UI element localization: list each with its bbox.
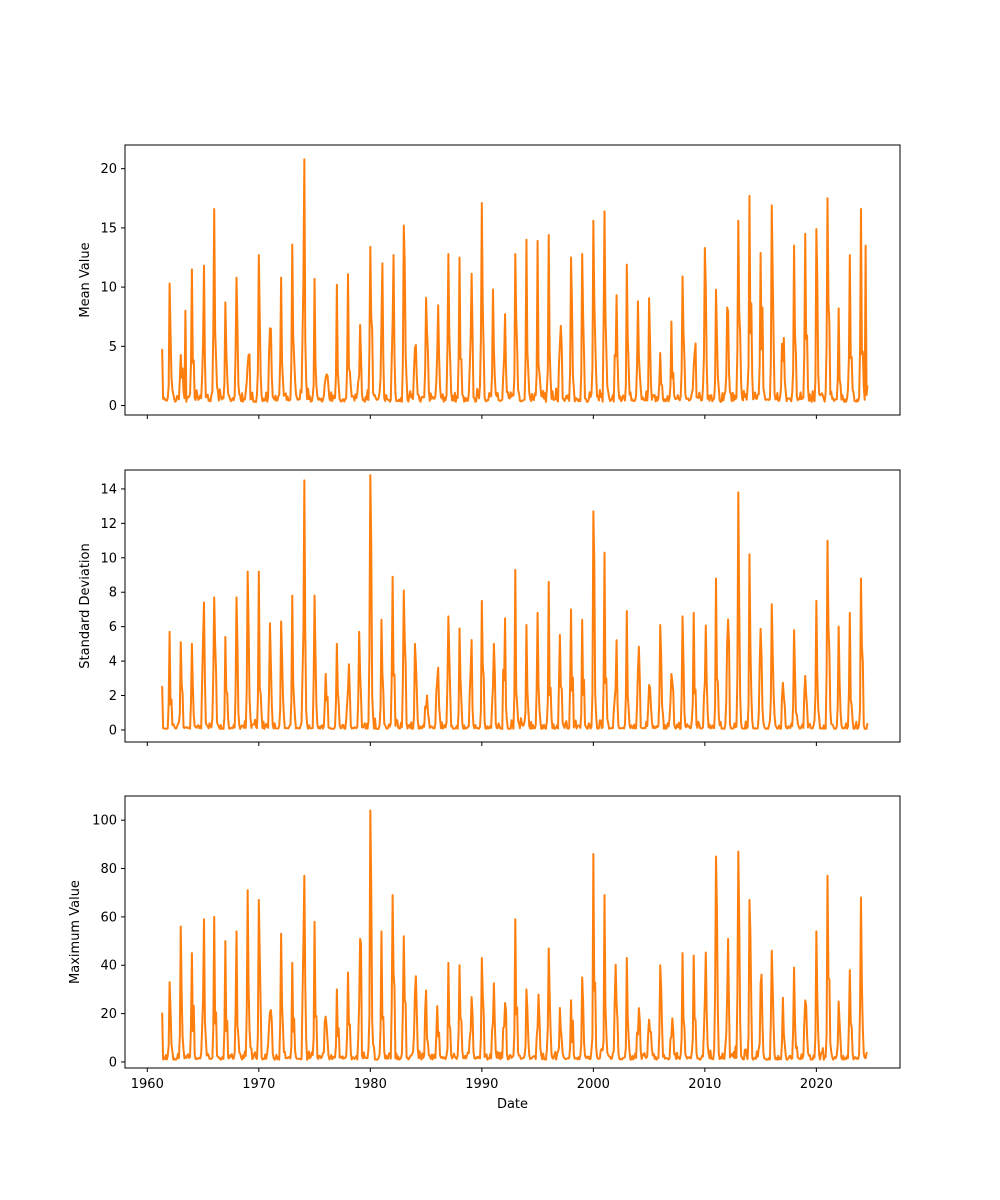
x-tick-label: 2010 [688,1077,721,1092]
y-tick-label: 12 [100,517,117,532]
axes-frame [124,795,901,1069]
y-tick-label: 80 [100,862,117,877]
axes-frame [124,144,901,416]
y-tick-label: 60 [100,910,117,925]
subplot-2: 0 2 4 6 8 10 12 14 Standard Deviation [78,469,901,746]
y-tick-label: 5 [109,340,117,355]
x-tick-label: 1990 [465,1077,498,1092]
axes-frame [124,469,901,743]
y-tick-label: 2 [109,689,117,704]
y-tick-label: 8 [109,586,117,601]
series-line [161,809,869,1061]
subplots: 0 5 10 15 20 Mean Value 0 2 4 6 8 10 12 14 Standard De… [68,144,901,1112]
y-tick-label: 0 [109,399,117,414]
y-tick-label: 100 [92,814,117,829]
x-tick-label: 1960 [131,1077,164,1092]
series-line [161,158,869,403]
y-tick-label: 10 [100,281,117,296]
y-tick-label: 20 [100,1007,117,1022]
y-tick-label: 15 [100,221,117,236]
y-tick-label: 0 [109,723,117,738]
y-tick-label: 0 [109,1055,117,1070]
x-axis-label: Date [497,1097,528,1112]
y-tick-label: 20 [100,162,117,177]
y-axis-label: Mean Value [78,242,93,317]
y-tick-label: 14 [100,482,117,497]
subplot-3: 0 20 40 60 80 100 1960 1970 1980 1990 2000 2010 2020… [68,795,901,1112]
y-axis-label: Standard Deviation [78,543,93,668]
x-tick-label: 2020 [800,1077,833,1092]
y-tick-label: 6 [109,620,117,635]
x-tick-label: 1970 [242,1077,275,1092]
y-tick-label: 40 [100,959,117,974]
series-line [161,474,869,730]
x-tick-label: 2000 [577,1077,610,1092]
subplot-1: 0 5 10 15 20 Mean Value [78,144,901,419]
x-tick-label: 1980 [354,1077,387,1092]
y-tick-label: 4 [109,655,117,670]
y-axis-label: Maximum Value [68,880,83,984]
y-tick-label: 10 [100,551,117,566]
